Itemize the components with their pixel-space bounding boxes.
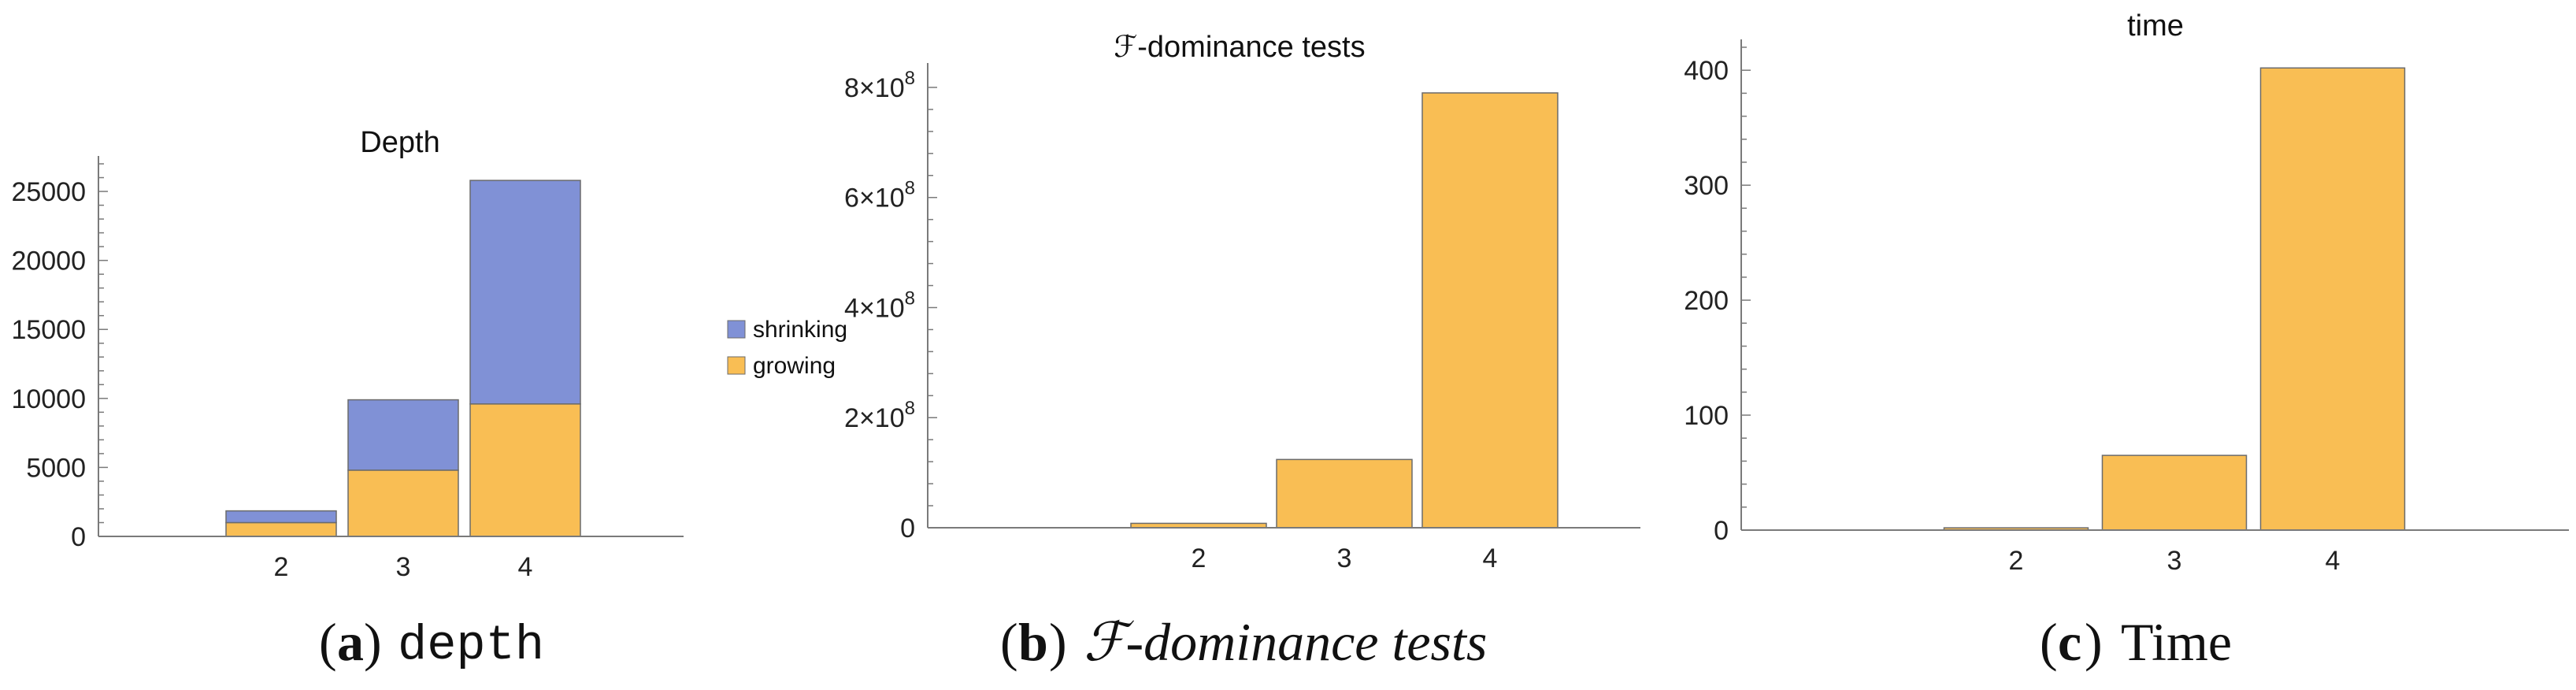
y-tick-label: 8×108 [844, 68, 915, 103]
y-tick-label: 0 [1714, 516, 1729, 546]
caption-open-paren: ( [2040, 612, 2058, 672]
legend-label-growing: growing [753, 353, 836, 379]
y-tick-label: 0 [900, 514, 915, 543]
depth-legend: shrinking growing [727, 317, 847, 379]
y-tick-label: 100 [1684, 401, 1729, 431]
caption-text-time: Time [2121, 612, 2232, 672]
caption-c: ( c ) Time [2040, 612, 2232, 672]
caption-letter-c: c [2058, 612, 2081, 672]
caption-a: ( a ) depth [319, 612, 544, 673]
chart-title-dominance: ℱ-dominance tests [1114, 31, 1365, 64]
y-tick-label: 0 [71, 522, 86, 552]
y-tick-label: 300 [1684, 171, 1729, 201]
x-tick-label: 3 [396, 552, 411, 582]
y-tick-label: 4×108 [844, 288, 915, 323]
caption-open-paren: ( [1000, 612, 1018, 672]
y-tick-label: 25000 [11, 177, 86, 207]
panel-time: time 0 100 200 300 400 2 3 4 ( c ) Time [1684, 9, 2569, 672]
x-tick-label: 3 [2167, 546, 2182, 576]
y-tick-label: 5000 [26, 453, 86, 483]
depth-plot-area: 0 5000 10000 15000 20000 25000 2 3 4 [11, 156, 684, 582]
x-tick-label: 3 [1337, 543, 1352, 573]
y-tick-label: 20000 [11, 247, 86, 276]
bar-growing-3 [2101, 454, 2248, 531]
x-tick-label: 2 [274, 552, 289, 582]
caption-letter-a: a [337, 612, 364, 672]
panel-dominance-tests: ℱ-dominance tests 0 2×108 4×108 6×108 8×108 2… [844, 31, 1640, 672]
x-tick-label: 2 [2009, 546, 2024, 576]
x-tick-label: 4 [2326, 546, 2341, 576]
bar-growing-4 [469, 403, 581, 537]
y-tick-label: 10000 [11, 384, 86, 414]
y-tick-label: 2×108 [844, 398, 915, 433]
time-plot-area: 0 100 200 300 400 2 3 4 [1684, 39, 2569, 576]
bar-growing-4 [1421, 92, 1559, 529]
bar-shrinking-3 [347, 399, 459, 471]
caption-b: ( b ) ℱ-dominance tests [1000, 612, 1487, 672]
caption-text-depth: depth [398, 618, 544, 673]
y-tick-label: 400 [1684, 56, 1729, 86]
x-tick-label: 4 [1483, 543, 1498, 573]
caption-open-paren: ( [319, 612, 337, 672]
panel-depth: Depth 0 5000 10000 15000 20000 25000 2 3 4 shrin… [11, 126, 847, 673]
x-tick-label: 2 [1192, 543, 1206, 573]
caption-close-paren: ) [2085, 612, 2103, 672]
bar-growing-4 [2259, 67, 2406, 531]
chart-title-depth: Depth [360, 126, 439, 159]
caption-close-paren: ) [364, 612, 382, 672]
y-tick-label: 15000 [11, 315, 86, 345]
bar-growing-3 [1276, 458, 1413, 529]
legend-swatch-growing [727, 356, 746, 375]
legend-swatch-shrinking [727, 320, 746, 339]
caption-text-dominance: ℱ-dominance tests [1084, 612, 1487, 672]
bar-shrinking-4 [469, 180, 581, 405]
caption-close-paren: ) [1049, 612, 1067, 672]
bar-shrinking-2 [225, 510, 337, 524]
bar-growing-2 [225, 521, 337, 537]
chart-title-time: time [2127, 9, 2184, 43]
dominance-plot-area: 0 2×108 4×108 6×108 8×108 2 3 4 [844, 63, 1640, 573]
legend-label-shrinking: shrinking [753, 317, 847, 343]
y-tick-label: 6×108 [844, 178, 915, 213]
bar-growing-3 [347, 469, 459, 537]
x-tick-label: 4 [518, 552, 533, 582]
y-tick-label: 200 [1684, 286, 1729, 316]
caption-letter-b: b [1018, 612, 1048, 672]
